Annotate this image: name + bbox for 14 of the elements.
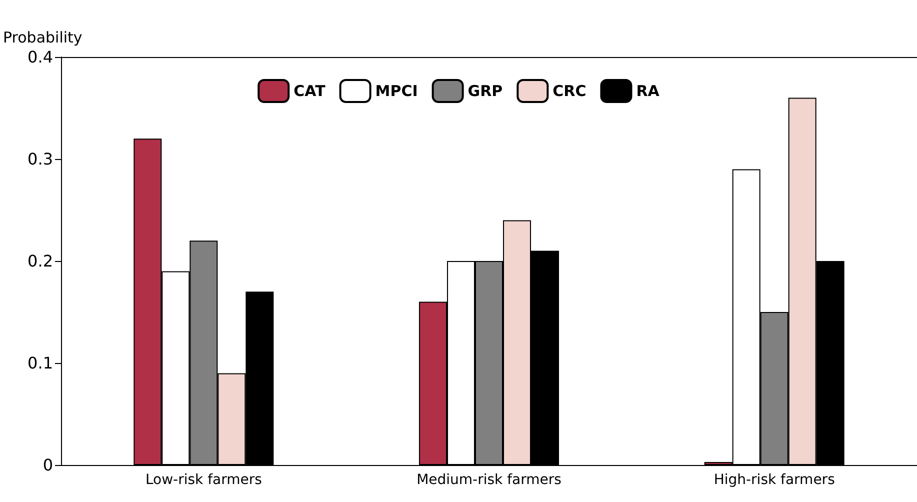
x-tick-label: Low-risk farmers bbox=[145, 472, 262, 488]
y-tick-label: 0.3 bbox=[28, 150, 53, 168]
legend-label: CRC bbox=[552, 82, 586, 100]
legend-label: MPCI bbox=[375, 82, 418, 100]
y-tick-label: 0 bbox=[42, 456, 53, 474]
x-tick-label: High-risk farmers bbox=[714, 472, 835, 488]
y-tick-label: 0.4 bbox=[28, 48, 53, 66]
y-tick-label: 0.1 bbox=[28, 354, 53, 372]
x-tick-label: Medium-risk farmers bbox=[416, 472, 562, 488]
legend-label: RA bbox=[636, 82, 660, 100]
legend-label: GRP bbox=[468, 82, 503, 100]
legend-label: CAT bbox=[294, 82, 326, 100]
y-axis-title: Probability bbox=[3, 28, 82, 46]
y-tick-label: 0.2 bbox=[28, 252, 53, 270]
